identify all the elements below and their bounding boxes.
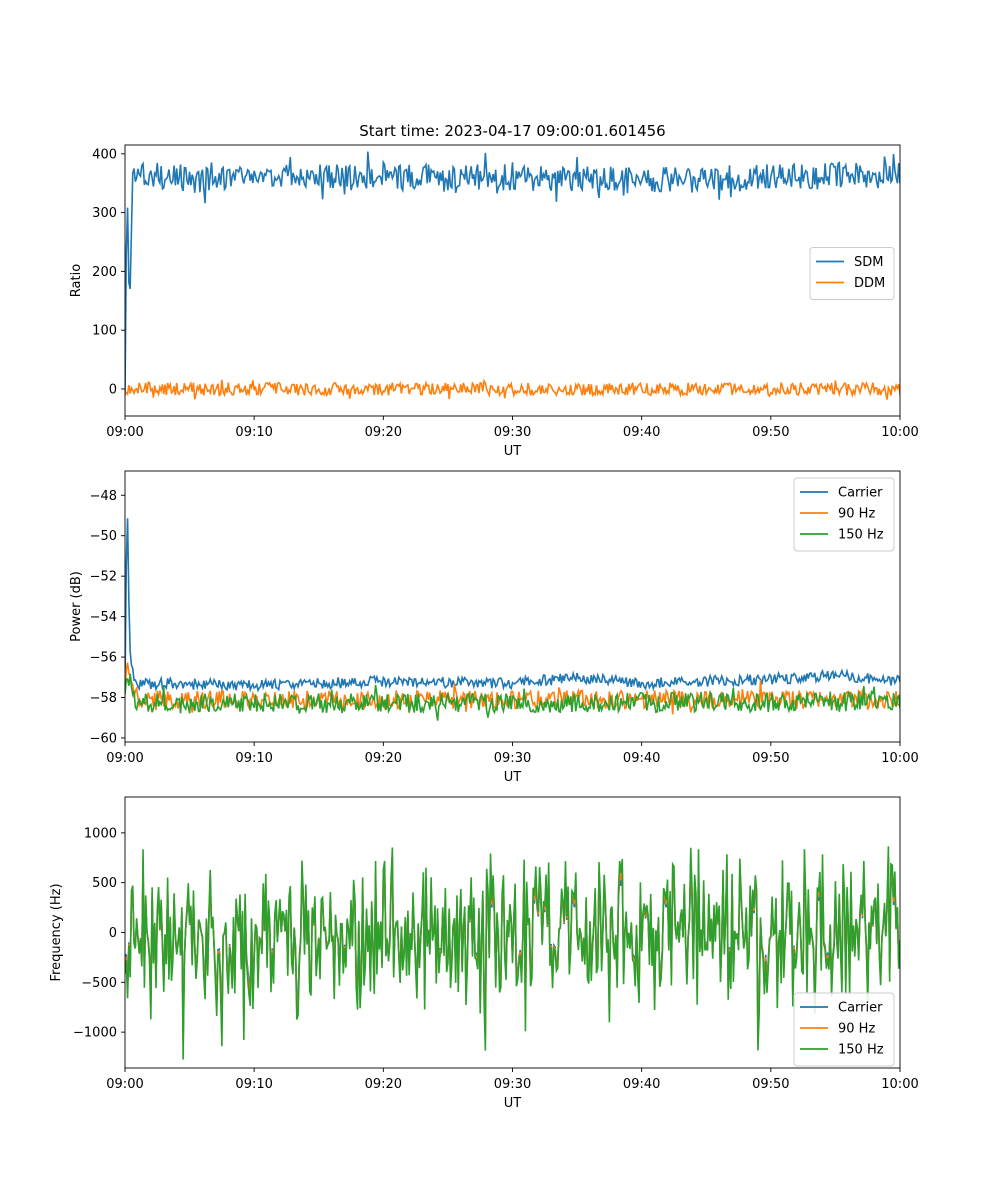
x-tick-label: 09:00 [106,1077,143,1092]
x-tick-label: 09:40 [623,425,660,440]
series-line-150-hz [125,673,900,721]
x-tick-label: 09:00 [106,751,143,766]
y-tick-label: 1000 [84,826,117,841]
y-tick-label: 0 [109,926,117,941]
legend-box [793,992,895,1067]
x-tick-label: 09:20 [365,425,402,440]
y-tick-label: 300 [92,206,117,221]
y-tick-label: −54 [90,610,117,625]
x-tick-label: 10:00 [881,1077,918,1092]
x-tick-label: 09:40 [623,751,660,766]
y-tick-label: −56 [90,651,117,666]
legend-box [809,247,895,300]
y-tick-label: −500 [81,976,117,991]
y-tick-label: 200 [92,265,117,280]
x-tick-label: 10:00 [881,751,918,766]
y-tick-label: 400 [92,147,117,162]
series-line-90-hz [125,662,900,715]
y-tick-label: −60 [90,731,117,746]
x-tick-label: 10:00 [881,425,918,440]
x-tick-label: 09:40 [623,1077,660,1092]
series-line-sdm [125,151,900,396]
series-line-ddm [125,378,900,400]
x-tick-label: 09:30 [494,1077,531,1092]
chart-panel-1: Start time: 2023-04-17 09:00:01.601456 09… [69,122,919,459]
x-tick-label: 09:50 [752,1077,789,1092]
y-tick-label: −52 [90,570,117,585]
x-tick-label: 09:10 [235,751,272,766]
x-tick-label: 09:50 [752,751,789,766]
x-tick-label: 09:00 [106,425,143,440]
x-tick-label: 09:30 [494,425,531,440]
chart-title: Start time: 2023-04-17 09:00:01.601456 [359,122,665,140]
y-tick-label: 500 [92,876,117,891]
legend-box [793,477,895,552]
y-axis-label: Ratio [69,264,84,297]
legend-label: 150 Hz [838,528,884,543]
series-line-150-hz [125,846,900,1060]
x-tick-label: 09:30 [494,751,531,766]
legend-label: Carrier [838,1001,883,1016]
y-tick-label: −1000 [73,1026,117,1041]
x-axis-label: UT [504,444,522,459]
y-axis-label: Power (dB) [69,571,84,642]
chart-panel-3: 09:00 09:10 09:20 09:30 09:40 09:50 10:00 −1000… [49,796,919,1111]
legend-label: 90 Hz [838,1022,875,1037]
legend: SDM DDM [809,247,895,300]
y-tick-label: −48 [90,489,117,504]
x-tick-label: 09:20 [365,1077,402,1092]
y-axis-label: Frequency (Hz) [49,883,64,981]
legend-label: DDM [854,276,885,291]
x-axis-label: UT [504,770,522,785]
y-tick-label: 100 [92,324,117,339]
legend-label: Carrier [838,486,883,501]
axes-frame [124,144,901,417]
x-tick-label: 09:10 [235,425,272,440]
chart-panel-2: 09:00 09:10 09:20 09:30 09:40 09:50 10:00 −60 −5… [69,470,919,785]
x-tick-label: 09:10 [235,1077,272,1092]
y-tick-label: −58 [90,691,117,706]
y-tick-label: −50 [90,529,117,544]
series-line-carrier [125,518,900,693]
legend: Carrier 90 Hz 150 Hz [793,477,895,552]
y-tick-label: 0 [109,382,117,397]
legend: Carrier 90 Hz 150 Hz [793,992,895,1067]
x-tick-label: 09:50 [752,425,789,440]
x-tick-label: 09:20 [365,751,402,766]
legend-label: 90 Hz [838,507,875,522]
legend-label: 150 Hz [838,1043,884,1058]
x-axis-label: UT [504,1096,522,1111]
legend-label: SDM [854,255,883,270]
